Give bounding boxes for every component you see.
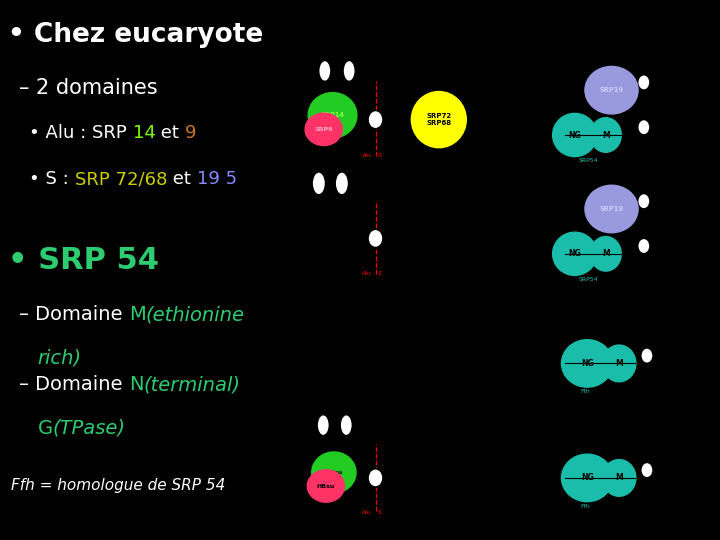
Text: S: S xyxy=(378,153,382,158)
Text: 9: 9 xyxy=(185,124,197,142)
Text: • S :: • S : xyxy=(29,170,75,188)
Text: 3: 3 xyxy=(292,480,296,486)
Text: – 2 domaines: – 2 domaines xyxy=(19,78,158,98)
Ellipse shape xyxy=(305,113,342,145)
Ellipse shape xyxy=(638,238,650,254)
Text: Alu: Alu xyxy=(361,510,372,515)
Text: Alu: Alu xyxy=(361,272,372,276)
Text: G: G xyxy=(37,418,53,437)
Text: M: M xyxy=(615,359,623,368)
Text: (ethionine: (ethionine xyxy=(146,305,245,324)
Ellipse shape xyxy=(590,237,621,271)
Text: N: N xyxy=(129,375,144,394)
Text: SRP19: SRP19 xyxy=(600,206,624,212)
Text: SRP 72/68: SRP 72/68 xyxy=(75,170,167,188)
Text: 5': 5' xyxy=(433,347,439,353)
Ellipse shape xyxy=(585,66,638,114)
Text: 19 5: 19 5 xyxy=(197,170,237,188)
Text: et: et xyxy=(156,124,185,142)
Text: – Domaine: – Domaine xyxy=(19,375,129,394)
Text: M: M xyxy=(615,474,623,482)
Text: NG: NG xyxy=(568,249,581,258)
Text: SRP72
SRP68: SRP72 SRP68 xyxy=(426,113,451,126)
Ellipse shape xyxy=(343,60,356,82)
Ellipse shape xyxy=(312,172,325,195)
Text: S: S xyxy=(378,510,382,515)
Text: (c) Eubacterial SRP: (c) Eubacterial SRP xyxy=(284,314,357,323)
Ellipse shape xyxy=(308,92,357,138)
Text: 14: 14 xyxy=(132,124,156,142)
Text: M: M xyxy=(602,131,610,139)
Ellipse shape xyxy=(553,232,597,275)
Text: Current Opinion in Structural Biology: Current Opinion in Structural Biology xyxy=(612,532,714,537)
Text: (a) Eukaryotic SRP: (a) Eukaryotic SRP xyxy=(284,6,355,16)
Text: 3': 3' xyxy=(294,122,300,127)
Text: NG: NG xyxy=(568,131,581,139)
Text: (terminal): (terminal) xyxy=(144,375,240,394)
Text: • Chez eucaryote: • Chez eucaryote xyxy=(9,22,264,48)
Text: HBsu: HBsu xyxy=(317,483,335,489)
Text: SRP9: SRP9 xyxy=(315,127,333,132)
Ellipse shape xyxy=(335,172,348,195)
Text: (TPase): (TPase) xyxy=(53,418,125,437)
Circle shape xyxy=(368,111,383,129)
Ellipse shape xyxy=(562,340,613,387)
Text: HBsu: HBsu xyxy=(325,470,343,475)
Text: Ffh: Ffh xyxy=(580,504,590,509)
Text: 5': 5' xyxy=(294,104,300,110)
Text: 5': 5' xyxy=(289,462,296,468)
Text: S: S xyxy=(378,272,382,276)
Text: • SRP 54: • SRP 54 xyxy=(9,246,159,275)
Text: M: M xyxy=(602,249,610,258)
Text: – Domaine: – Domaine xyxy=(19,305,129,324)
Text: SRP14: SRP14 xyxy=(320,112,345,118)
Text: NG: NG xyxy=(581,359,593,368)
Ellipse shape xyxy=(602,345,636,382)
Ellipse shape xyxy=(641,348,653,363)
Text: M: M xyxy=(129,305,146,324)
Text: SRP54: SRP54 xyxy=(578,277,598,282)
Ellipse shape xyxy=(317,415,330,436)
Ellipse shape xyxy=(318,60,331,82)
Text: 5': 5' xyxy=(290,222,297,228)
Ellipse shape xyxy=(638,119,650,135)
Ellipse shape xyxy=(585,185,638,233)
Text: A. fulgidus: A. fulgidus xyxy=(284,188,321,194)
Text: Alu: Alu xyxy=(361,153,372,158)
Ellipse shape xyxy=(340,415,353,436)
Text: Human: Human xyxy=(284,17,309,23)
Circle shape xyxy=(368,229,383,247)
Ellipse shape xyxy=(553,113,597,157)
Circle shape xyxy=(368,469,383,487)
Text: (b) Archaeal SRP: (b) Archaeal SRP xyxy=(284,177,348,186)
Ellipse shape xyxy=(602,460,636,496)
Text: E. coli: E. coli xyxy=(284,325,305,331)
Ellipse shape xyxy=(638,75,650,90)
Text: rich): rich) xyxy=(37,348,81,367)
Text: B. subillis: B. subillis xyxy=(284,401,318,407)
Ellipse shape xyxy=(590,118,621,152)
Ellipse shape xyxy=(641,462,653,478)
Text: Ffh = homologue de SRP 54: Ffh = homologue de SRP 54 xyxy=(11,478,225,493)
Text: • Alu : SRP: • Alu : SRP xyxy=(29,124,132,142)
Text: 3': 3' xyxy=(290,240,297,246)
Text: Ffh: Ffh xyxy=(580,389,590,394)
Text: et: et xyxy=(167,170,197,188)
Ellipse shape xyxy=(562,454,613,502)
Ellipse shape xyxy=(411,91,467,148)
Text: NG: NG xyxy=(581,474,593,482)
Text: SRP54: SRP54 xyxy=(578,158,598,163)
Text: 3': 3' xyxy=(433,363,439,369)
Ellipse shape xyxy=(307,470,344,502)
Text: SRP19: SRP19 xyxy=(600,87,624,93)
Ellipse shape xyxy=(312,452,356,493)
Ellipse shape xyxy=(638,193,650,209)
